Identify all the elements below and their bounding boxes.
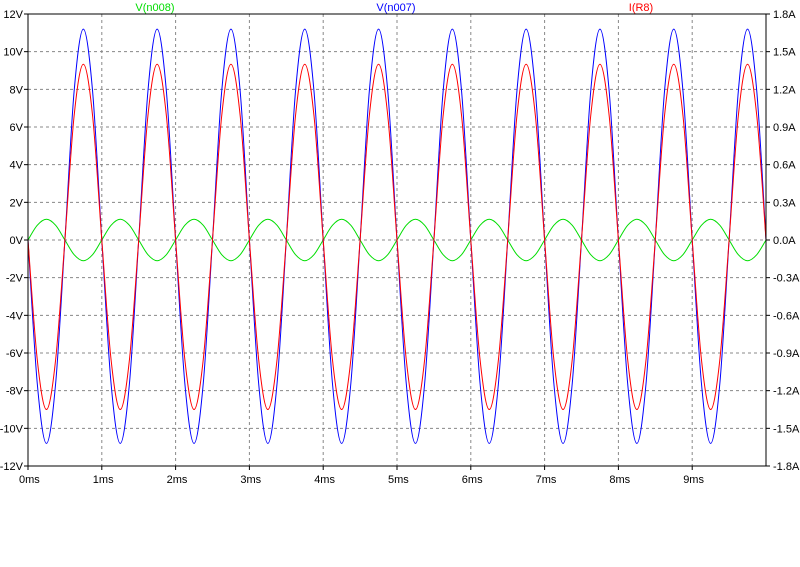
y-left-tick-label: 6V <box>10 122 24 134</box>
y-left-tick-label: 10V <box>3 47 23 59</box>
x-tick-label: 7ms <box>536 474 557 486</box>
y-right-tick-label: -0.6A <box>773 310 800 322</box>
y-left-tick-label: -8V <box>6 386 24 398</box>
y-left-tick-label: -12V <box>0 461 24 473</box>
y-left-tick-label: 12V <box>3 9 23 21</box>
y-right-tick-label: 1.2A <box>773 84 796 96</box>
legend-label-v-n008: V(n008) <box>135 2 174 14</box>
y-right-tick-label: -1.2A <box>773 386 800 398</box>
y-left-tick-label: 8V <box>10 84 24 96</box>
y-left-tick-label: 4V <box>10 160 24 172</box>
y-left-tick-label: -10V <box>0 423 24 435</box>
y-left-tick-label: -6V <box>6 348 24 360</box>
legend: V(n008) V(n007) I(R8) <box>135 2 653 14</box>
legend-label-v-n007: V(n007) <box>376 2 415 14</box>
tick-layer: 0ms 1ms 2ms 3ms 4ms 5ms 6ms 7ms 8ms 9ms 12V 10V 8V 6V… <box>0 9 800 486</box>
y-left-tick-label: 2V <box>10 197 24 209</box>
y-right-tick-label: 0.0A <box>773 235 796 247</box>
y-right-tick-label: 0.9A <box>773 122 796 134</box>
y-right-tick-label: 0.3A <box>773 197 796 209</box>
series-layer <box>27 28 767 444</box>
x-tick-label: 2ms <box>167 474 188 486</box>
x-tick-label: 4ms <box>314 474 335 486</box>
y-right-tick-label: -1.8A <box>773 461 800 473</box>
y-right-tick-label: -1.5A <box>773 423 800 435</box>
x-tick-label: 6ms <box>462 474 483 486</box>
legend-label-i-r8: I(R8) <box>629 2 653 14</box>
series-line-i-r8 <box>27 63 767 411</box>
x-tick-label: 1ms <box>93 474 114 486</box>
x-tick-label: 5ms <box>388 474 409 486</box>
y-left-tick-label: -4V <box>6 310 24 322</box>
y-right-tick-label: 1.8A <box>773 9 796 21</box>
y-right-tick-label: -0.9A <box>773 348 800 360</box>
y-left-tick-label: -2V <box>6 273 24 285</box>
y-right-tick-label: 0.6A <box>773 160 796 172</box>
x-tick-label: 8ms <box>609 474 630 486</box>
y-right-tick-label: 1.5A <box>773 47 796 59</box>
x-tick-label: 3ms <box>240 474 261 486</box>
x-tick-label: 9ms <box>683 474 704 486</box>
y-right-tick-label: -0.3A <box>773 273 800 285</box>
x-tick-label: 0ms <box>19 474 40 486</box>
y-left-tick-label: 0V <box>10 235 24 247</box>
